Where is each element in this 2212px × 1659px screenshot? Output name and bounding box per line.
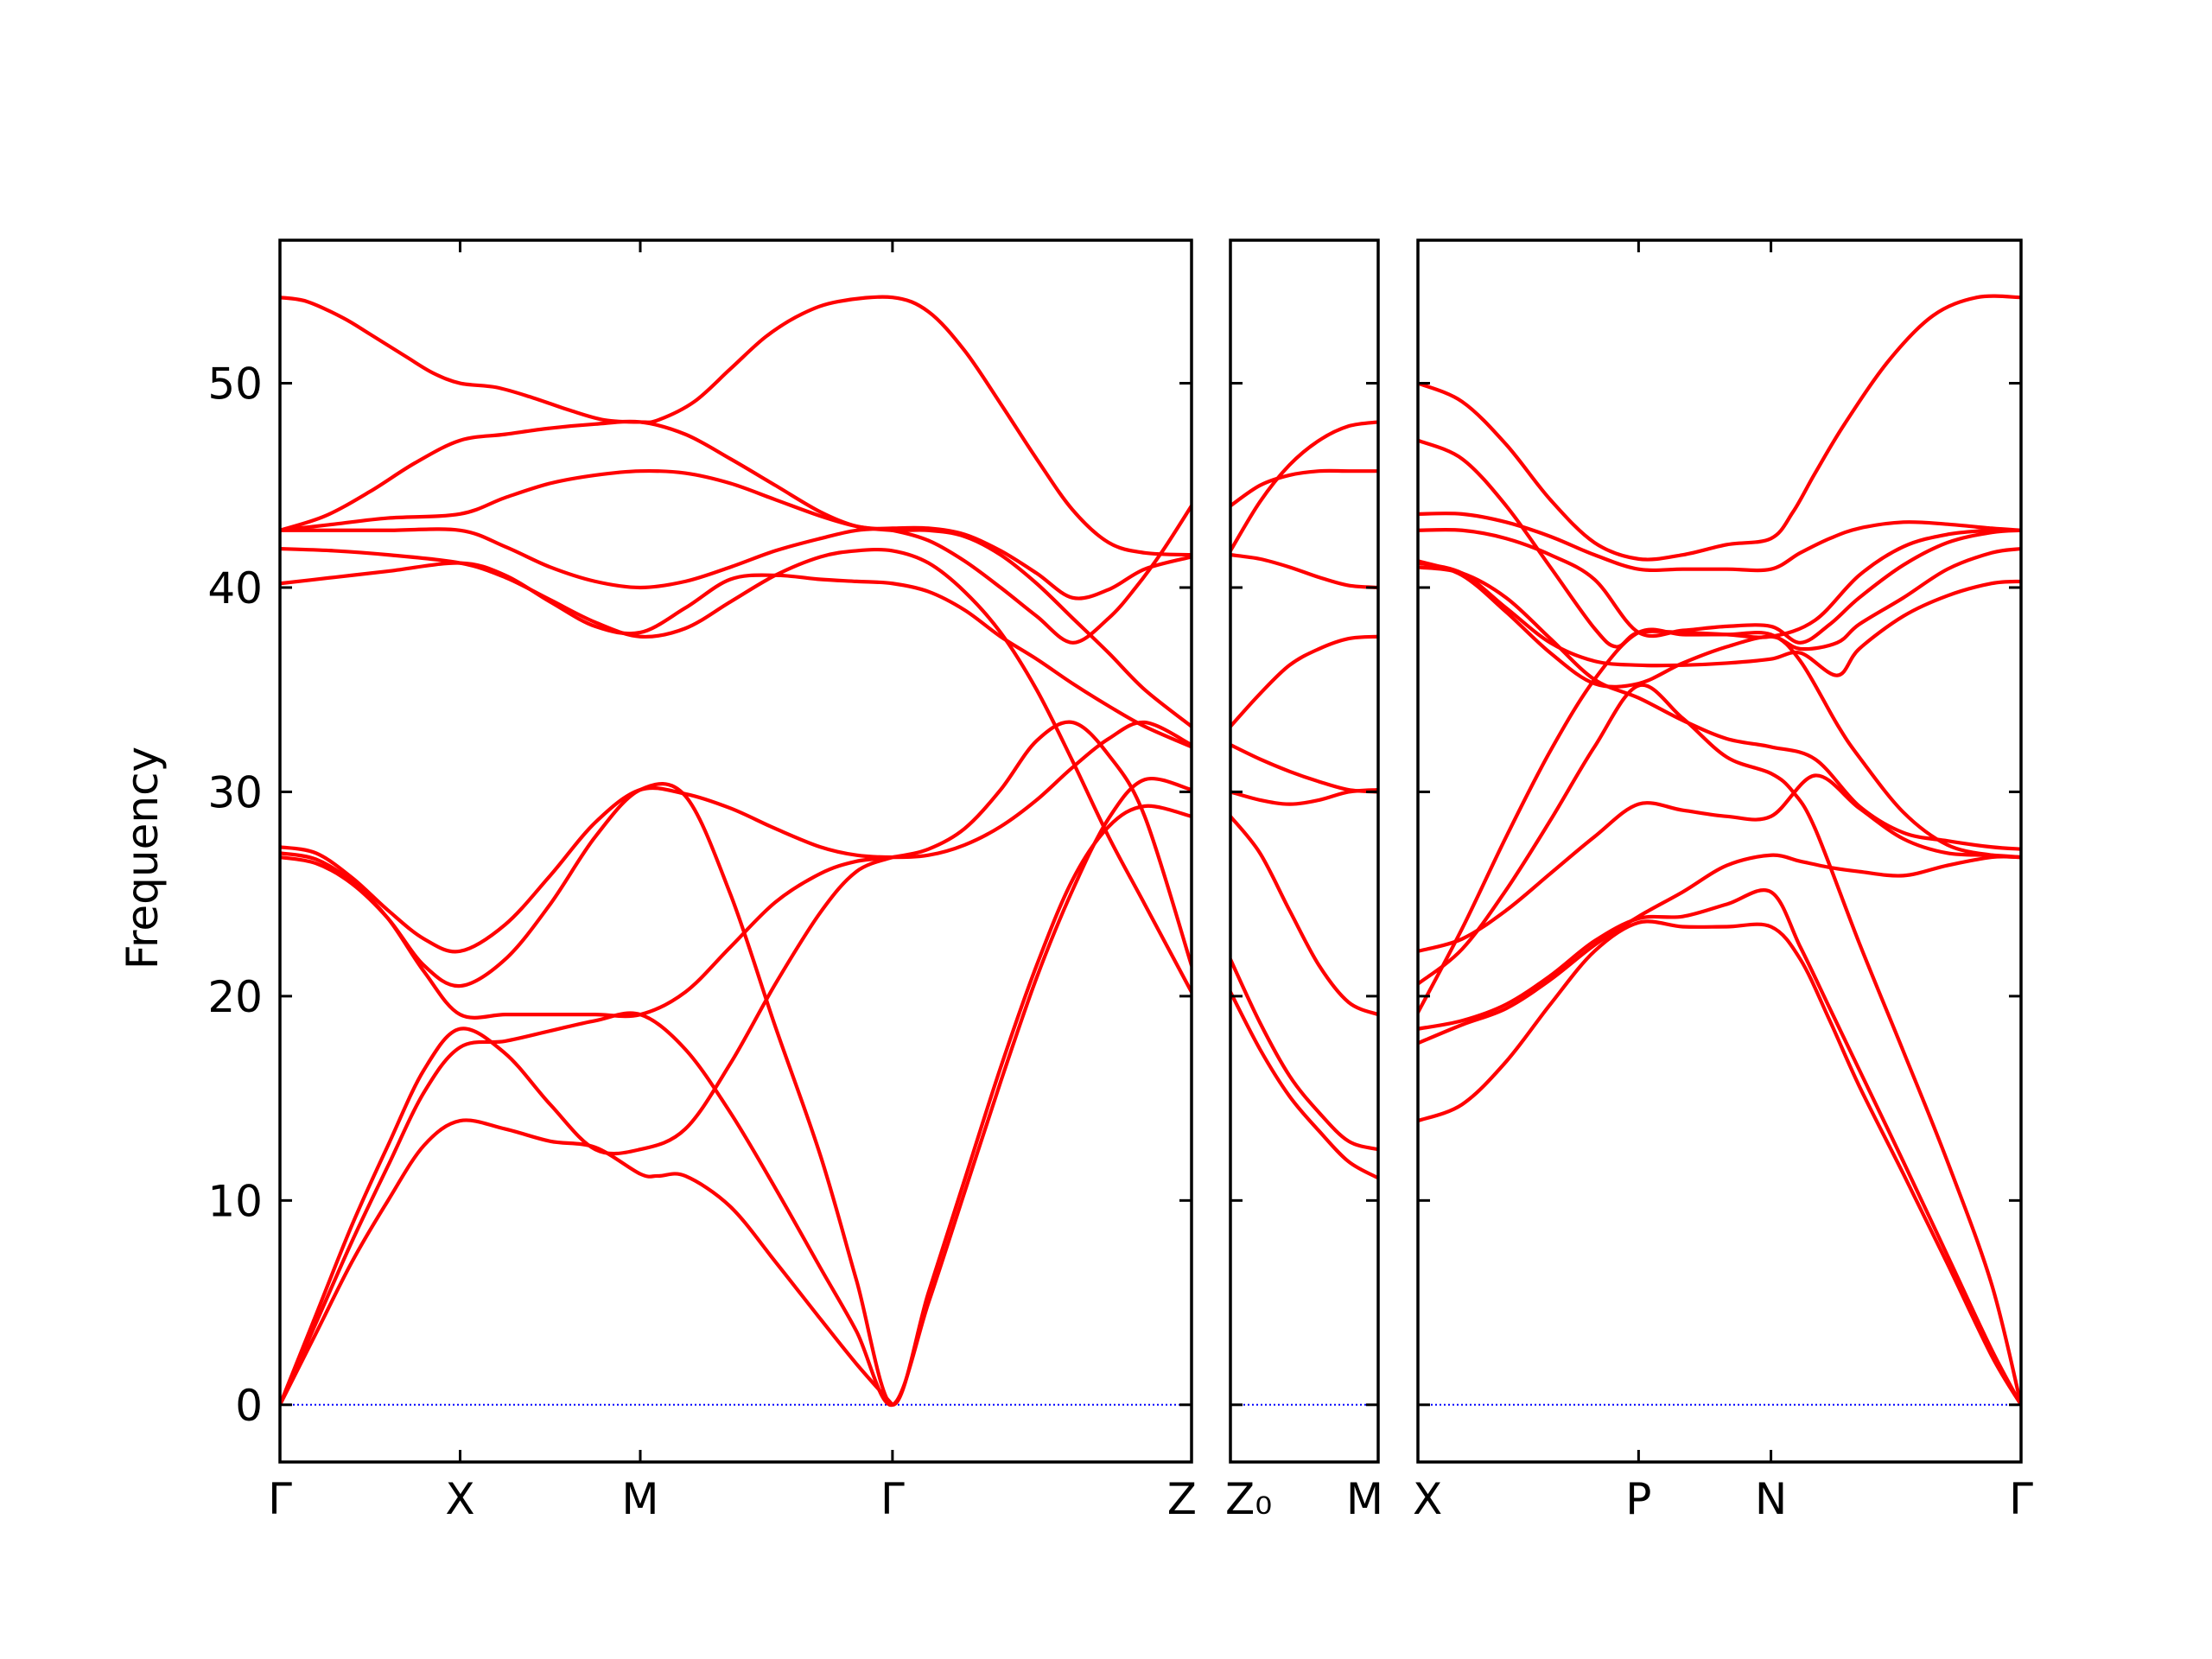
y-tick-label: 40 (207, 563, 263, 613)
panel-frame-3 (1416, 238, 2023, 1464)
band-line (1230, 814, 1378, 1017)
y-tick-label: 50 (207, 359, 263, 410)
y-tick-label: 10 (207, 1176, 263, 1226)
band-line (1418, 527, 2021, 645)
panel-2-bands (1230, 420, 1378, 1180)
band-line (1418, 627, 2021, 1014)
panel-3-bands (1418, 294, 2021, 1407)
band-line (1418, 888, 2021, 1407)
band-line (1418, 512, 2021, 573)
band-line (280, 720, 1192, 1020)
x-tick-label: X (1413, 1474, 1442, 1524)
band-line (280, 720, 1192, 954)
y-tick-label: 30 (207, 767, 263, 817)
band-line (280, 295, 1192, 557)
axis-ticks (278, 240, 2023, 1462)
x-tick-label: P (1625, 1474, 1651, 1524)
band-line (280, 855, 894, 1407)
band-line (280, 561, 1192, 749)
band-line (1230, 787, 1378, 806)
x-tick-label: M (1346, 1474, 1383, 1524)
y-axis-label: Frequency (118, 747, 168, 969)
x-tick-label: Γ (268, 1474, 292, 1524)
band-line (1418, 853, 2021, 1046)
x-tick-label: N (1755, 1474, 1787, 1524)
band-line (1418, 294, 2021, 562)
band-line (280, 546, 1192, 995)
y-tick-labels: 0 10 20 30 40 50 (207, 359, 263, 1431)
band-line (280, 776, 1192, 1407)
band-line (280, 525, 1192, 601)
x-tick-labels: Γ X M Γ Z Z₀ M X P N Γ (268, 1474, 2033, 1524)
x-tick-label: M (621, 1474, 658, 1524)
x-tick-label: Z₀ (1225, 1474, 1272, 1524)
x-tick-label: X (445, 1474, 474, 1524)
band-line (1418, 561, 2021, 677)
band-line (1230, 553, 1378, 590)
y-tick-label: 0 (235, 1381, 263, 1431)
y-tick-label: 20 (207, 972, 263, 1022)
panel-frames (278, 238, 2023, 1464)
band-line (1418, 565, 2021, 851)
band-line (1230, 742, 1378, 794)
band-line (1230, 634, 1378, 728)
band-line (1418, 773, 2021, 953)
x-tick-label: Γ (880, 1474, 905, 1524)
x-tick-label: Z (1167, 1474, 1197, 1524)
x-tick-label: Γ (2009, 1474, 2033, 1524)
band-line (280, 782, 1192, 1407)
band-line (280, 468, 1192, 728)
band-line (1230, 468, 1378, 508)
band-line (1230, 957, 1378, 1152)
panel-1-bands (280, 295, 1192, 1407)
band-line (1418, 683, 2021, 1407)
band-line (1230, 420, 1378, 553)
panel-frame-1 (278, 238, 1193, 1464)
band-line (280, 1118, 894, 1407)
panel-frame-2 (1229, 238, 1380, 1464)
band-curves (280, 294, 2021, 1407)
band-line (1418, 919, 2021, 1407)
band-line (1230, 990, 1378, 1180)
band-line (280, 419, 1192, 645)
band-line (1418, 546, 2021, 689)
